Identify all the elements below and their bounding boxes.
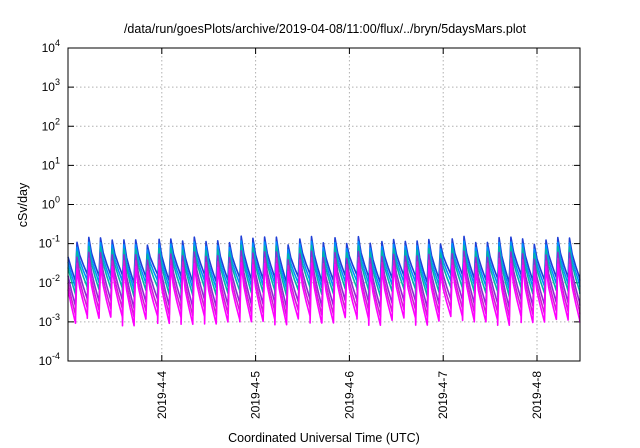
y-tick-label: 104 xyxy=(42,38,60,55)
y-tick-label: 10-3 xyxy=(39,312,60,329)
x-tick-label: 2019-4-6 xyxy=(342,371,356,419)
grid-lines xyxy=(68,47,580,362)
x-tick-labels: 2019-4-4 2019-4-5 2019-4-6 2019-4-7 2019-4-8 xyxy=(155,371,544,419)
series-line-4 xyxy=(67,250,581,310)
chart-title: /data/run/goesPlots/archive/2019-04-08/1… xyxy=(124,22,527,36)
series-line-2 xyxy=(67,240,581,291)
y-axis-label: cSv/day xyxy=(16,182,30,227)
y-tick-label: 101 xyxy=(42,155,60,172)
plot-frame xyxy=(67,47,581,362)
series-line-5 xyxy=(67,256,581,319)
x-tick-label: 2019-4-8 xyxy=(530,371,544,419)
y-tick-label: 10-4 xyxy=(39,351,60,368)
y-tick-label: 100 xyxy=(42,195,60,212)
y-tick-label: 10-1 xyxy=(39,234,60,251)
x-axis-label: Coordinated Universal Time (UTC) xyxy=(228,431,420,445)
y-tick-label: 102 xyxy=(42,116,60,133)
y-tick-label: 103 xyxy=(42,77,60,94)
series-line-6 xyxy=(67,261,581,327)
series-line-1 xyxy=(67,235,581,285)
x-tick-label: 2019-4-4 xyxy=(155,371,169,419)
series-line-3 xyxy=(67,244,581,298)
plot-area xyxy=(67,235,581,327)
x-tick-label: 2019-4-7 xyxy=(436,371,450,419)
y-tick-label: 10-2 xyxy=(39,273,60,290)
y-tick-labels: 10-4 10-3 10-2 10-1 100 101 102 103 104 xyxy=(39,38,60,368)
x-tick-label: 2019-4-5 xyxy=(249,371,263,419)
